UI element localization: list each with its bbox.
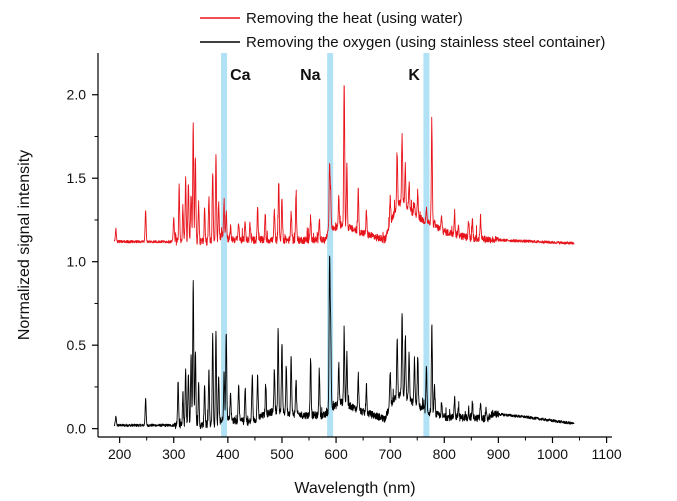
x-tick-label: 400 [216,446,240,462]
x-ticks: 200 300 400 500 600 700 800 900 1000 1100 [108,437,622,462]
series-lines [113,85,575,430]
legend-label-heat: Removing the heat (using water) [246,10,463,27]
x-tick-label: 700 [378,446,402,462]
x-tick-label: 800 [433,446,457,462]
element-band-ca [221,53,228,437]
x-tick-label: 1000 [537,446,568,462]
legend-label-oxygen: Removing the oxygen (using stainless ste… [246,34,605,51]
element-bands [221,53,430,437]
x-tick-label: 900 [487,446,511,462]
series-line-oxygen [113,255,575,430]
y-tick-label: 1.5 [67,170,87,186]
y-axis-label: Normalized signal intensity [16,150,33,340]
x-tick-label: 1100 [592,446,622,462]
x-tick-label: 500 [270,446,294,462]
element-label-ca: Ca [230,67,251,84]
axes [97,53,612,438]
x-tick-label: 200 [108,446,132,462]
series-line-heat [113,85,575,246]
y-tick-label: 0.0 [67,421,87,437]
x-tick-label: 300 [162,446,186,462]
y-tick-label: 1.0 [67,254,87,270]
y-tick-label: 2.0 [67,87,87,103]
element-label-k: K [408,67,420,84]
y-tick-label: 0.5 [67,337,87,353]
x-axis-label: Wavelength (nm) [294,480,415,497]
x-tick-label: 600 [324,446,348,462]
element-band-k [423,53,430,437]
legend: Removing the heat (using water) Removing… [200,10,605,51]
element-labels: Ca Na K [230,67,420,84]
element-label-na: Na [300,67,321,84]
y-ticks: 0.0 0.5 1.0 1.5 2.0 [67,87,98,437]
element-band-na [327,53,334,437]
